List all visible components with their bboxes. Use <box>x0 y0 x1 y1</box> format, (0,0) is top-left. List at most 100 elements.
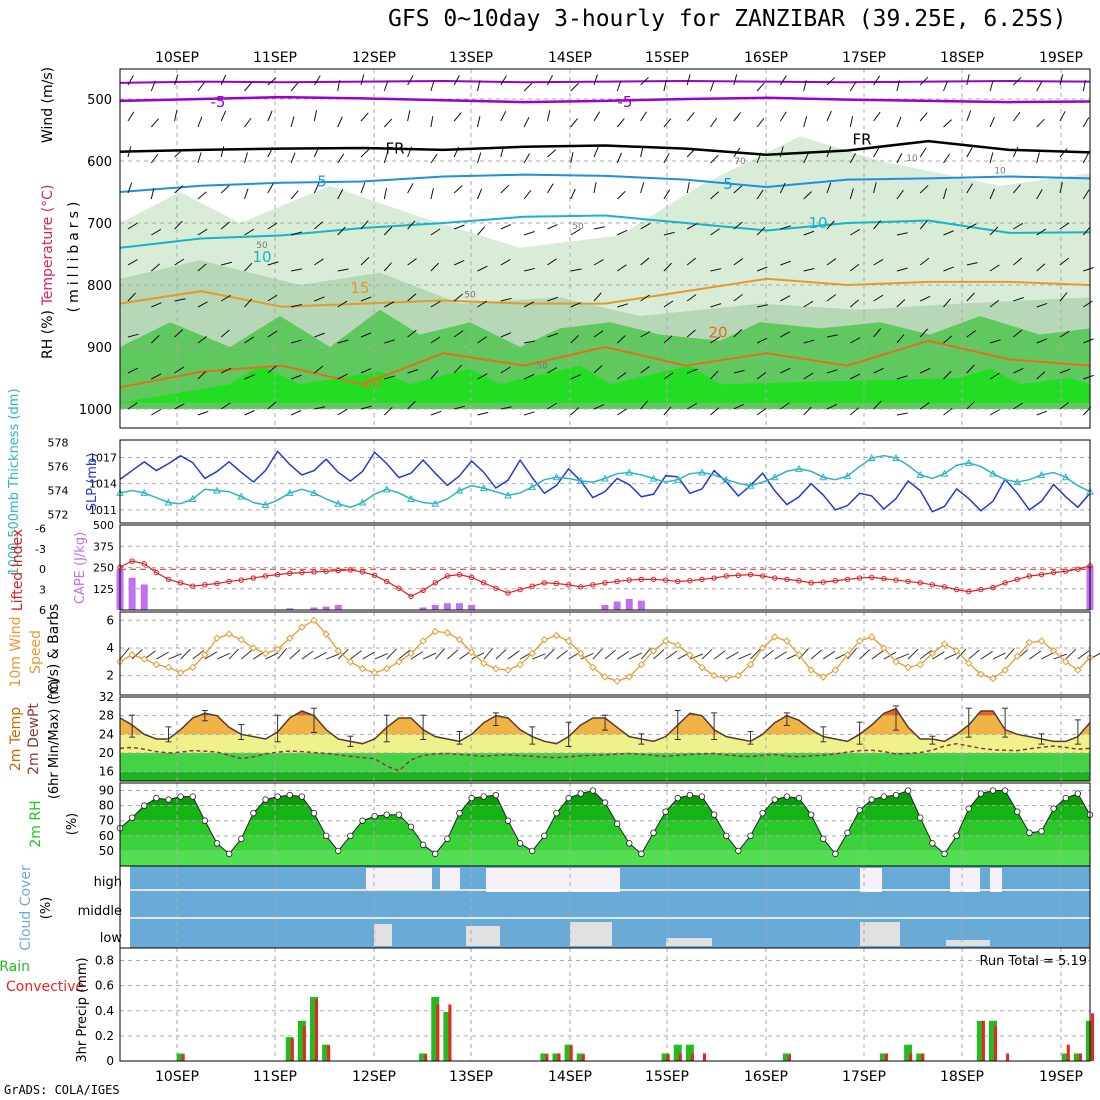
surface-wind-barb <box>483 647 494 660</box>
pressure-tick-label: 1000 <box>79 403 112 418</box>
rh-marker <box>662 808 669 815</box>
wind-speed-marker <box>528 649 536 658</box>
rh-marker <box>432 850 439 858</box>
precip-convective-bar <box>557 1053 561 1061</box>
wind-barb <box>197 191 207 200</box>
wind-barb <box>780 402 790 410</box>
wind-barb <box>1059 182 1063 194</box>
wind-barb <box>383 262 392 272</box>
wind-speed-marker <box>443 629 452 637</box>
wind-barb <box>477 411 489 416</box>
lifted-index-marker <box>917 580 923 586</box>
wind-barb <box>686 403 697 410</box>
wind-barb <box>407 183 414 194</box>
wind-barb <box>174 74 179 86</box>
isotherm-label: 20 <box>708 324 727 342</box>
precip-convective-bar <box>787 1054 791 1061</box>
wind-barb <box>873 111 881 122</box>
wind-barb <box>640 294 651 302</box>
wind-barb <box>477 226 486 236</box>
wind-barb <box>430 300 441 308</box>
precip-total-bar <box>879 1053 888 1061</box>
wind-barb <box>244 336 254 344</box>
wind-speed-marker <box>492 665 500 673</box>
li-tick-label: 6 <box>39 604 46 617</box>
wind-speed-marker <box>189 663 197 672</box>
surface-wind-barb <box>532 653 546 660</box>
thickness-marker <box>504 491 512 499</box>
slp-tick-label: 1014 <box>89 478 117 491</box>
surface-wind-barb <box>992 652 1006 660</box>
lifted-index-marker <box>444 573 451 579</box>
wind-barb <box>966 330 977 338</box>
wind-barb <box>943 153 951 164</box>
cloud-level-label: middle <box>78 904 122 919</box>
lifted-index-marker <box>190 583 196 589</box>
wind-barb <box>1083 338 1094 344</box>
temp-tick-label: 32 <box>99 690 114 704</box>
panel-frame-wind <box>119 611 1091 696</box>
precip-convective-bar <box>181 1054 185 1061</box>
wind-speed-marker <box>552 631 561 640</box>
wind-barb <box>593 74 598 86</box>
surface-wind-barb <box>119 647 130 660</box>
wind-barb <box>849 263 860 272</box>
wind-tick-label: 2 <box>106 669 114 683</box>
wind-barb <box>1036 228 1047 236</box>
wind-barb <box>896 299 906 308</box>
rh-band <box>120 783 1090 791</box>
lifted-index-marker <box>408 593 414 600</box>
wind-speed-marker <box>601 673 609 681</box>
cape-tick-label: 500 <box>93 519 114 532</box>
lifted-index-marker <box>953 586 960 593</box>
wind-barb <box>896 232 908 236</box>
surface-wind-barb <box>968 649 980 660</box>
wind-barb <box>780 225 792 230</box>
temp-band <box>120 734 1090 753</box>
wind-barb <box>220 146 225 158</box>
wind-barb <box>1082 117 1090 128</box>
wind-barb <box>523 231 535 236</box>
wind-barb <box>546 75 553 86</box>
low-cloud-gap <box>666 938 712 946</box>
low-cloud-gap <box>374 924 392 946</box>
wind-speed-marker <box>686 651 694 659</box>
thickness-marker <box>819 473 828 481</box>
wind-barb <box>1059 330 1070 338</box>
wind-barb <box>686 257 697 266</box>
lifted-index-marker <box>1002 580 1008 586</box>
wind-speed-marker <box>868 633 876 641</box>
wind-barb <box>919 367 931 374</box>
precip-convective-bar <box>678 1053 682 1061</box>
wind-barb <box>383 152 388 164</box>
rh-marker <box>274 793 281 800</box>
wind-speed-marker <box>613 677 621 685</box>
wind-barb <box>1013 402 1023 410</box>
surface-wind-barb <box>507 650 520 660</box>
wind-barb <box>477 80 481 92</box>
wind-barb <box>733 74 738 86</box>
wind-barb <box>779 182 786 194</box>
wind-speed-marker <box>734 671 743 680</box>
wind-barb <box>500 297 512 302</box>
wind-barb <box>919 257 930 266</box>
wind-barb <box>1083 374 1094 380</box>
wind-barb <box>523 190 532 200</box>
wind-barb <box>1083 267 1094 272</box>
rh-marker <box>504 817 512 824</box>
wind-barb <box>127 111 135 122</box>
wind-barb <box>803 268 815 272</box>
slp-line <box>119 450 1091 513</box>
wind-barb <box>593 182 597 194</box>
surface-wind-barb <box>131 649 143 660</box>
wind-speed-marker <box>516 660 524 669</box>
wind-barb <box>989 80 994 92</box>
wind-barb <box>803 116 808 128</box>
wind-barb <box>407 293 417 302</box>
wind-barb <box>989 372 1000 380</box>
barbs-ylabel-group: (m/s) & Barbs <box>46 604 62 701</box>
rh-marker <box>153 794 160 802</box>
thickness-marker <box>698 468 706 476</box>
precip-total-bar <box>564 1044 573 1061</box>
rh2m-ylabel-group: 2m RH <box>28 800 44 847</box>
